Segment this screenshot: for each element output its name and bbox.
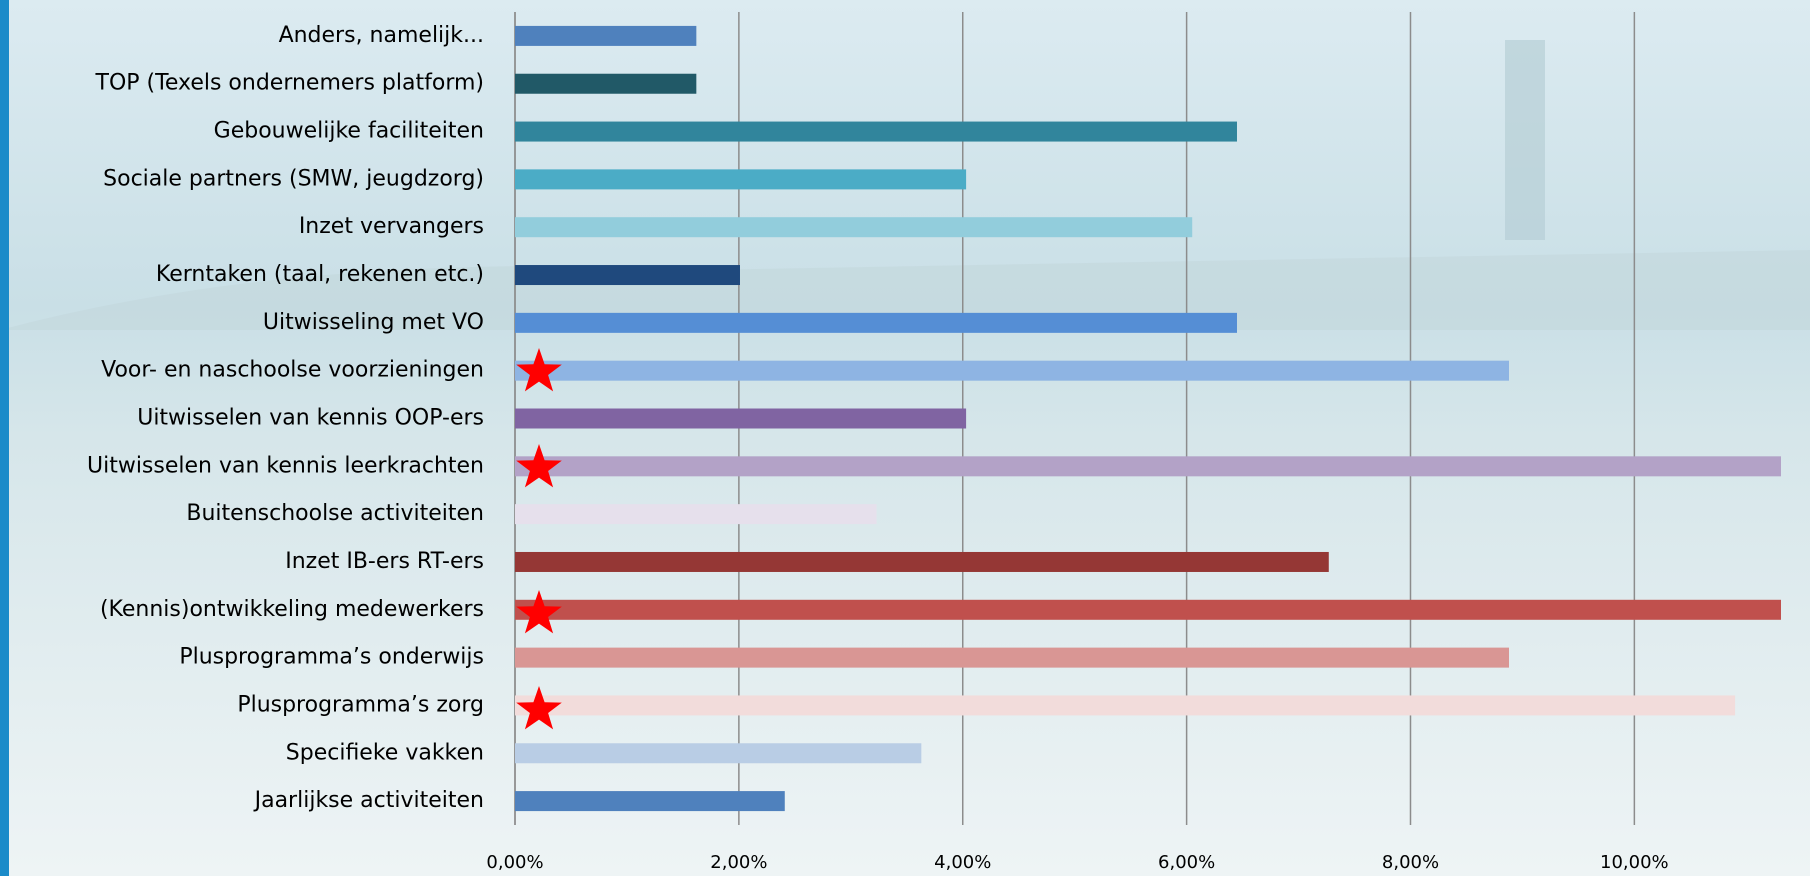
y-tick-label: Plusprogramma’s zorg <box>237 692 484 717</box>
y-tick-label: Kerntaken (taal, rekenen etc.) <box>156 262 484 287</box>
y-tick-label: Jaarlijkse activiteiten <box>253 788 484 813</box>
bar <box>515 169 966 189</box>
bar <box>515 217 1192 237</box>
y-tick-label: (Kennis)ontwikkeling medewerkers <box>100 597 484 622</box>
y-tick-label: Uitwisseling met VO <box>263 310 484 335</box>
bar <box>515 361 1509 381</box>
x-tick-label: 8,00% <box>1382 852 1439 873</box>
y-tick-label: Gebouwelijke faciliteiten <box>214 119 484 144</box>
chart: 0,00% 2,00% 4,00% 6,00% 8,00% 10,00% Anders, n… <box>0 0 1810 876</box>
bar <box>515 504 877 524</box>
bar <box>515 74 696 94</box>
bar <box>515 456 1781 476</box>
x-tick-label: 4,00% <box>934 852 991 873</box>
y-tick-label: Inzet vervangers <box>299 214 484 239</box>
bar <box>515 695 1735 715</box>
bar <box>515 552 1329 572</box>
bar <box>515 122 1237 142</box>
y-tick-label: Anders, namelijk... <box>279 23 484 48</box>
bar <box>515 600 1781 620</box>
bar <box>515 648 1509 668</box>
y-tick-label: Uitwisselen van kennis OOP-ers <box>137 406 484 431</box>
y-tick-label: Buitenschoolse activiteiten <box>186 501 484 526</box>
bar <box>515 265 740 285</box>
bar <box>515 409 966 429</box>
bar <box>515 26 696 46</box>
x-tick-label: 2,00% <box>710 852 767 873</box>
bar <box>515 743 921 763</box>
side-strip <box>0 0 9 876</box>
y-tick-label: Inzet IB-ers RT-ers <box>285 549 484 574</box>
y-tick-label: Sociale partners (SMW, jeugdzorg) <box>103 166 484 191</box>
x-tick-label: 6,00% <box>1158 852 1215 873</box>
x-tick-label: 0,00% <box>486 852 543 873</box>
x-tick-label: 10,00% <box>1600 852 1669 873</box>
lighthouse <box>1505 40 1545 240</box>
y-tick-label: TOP (Texels ondernemers platform) <box>95 71 484 96</box>
y-tick-label: Plusprogramma’s onderwijs <box>179 645 484 670</box>
bar <box>515 313 1237 333</box>
bar <box>515 791 785 811</box>
y-tick-label: Voor- en naschoolse voorzieningen <box>101 358 484 383</box>
y-tick-label: Uitwisselen van kennis leerkrachten <box>87 453 484 478</box>
y-tick-label: Specifieke vakken <box>286 740 484 765</box>
